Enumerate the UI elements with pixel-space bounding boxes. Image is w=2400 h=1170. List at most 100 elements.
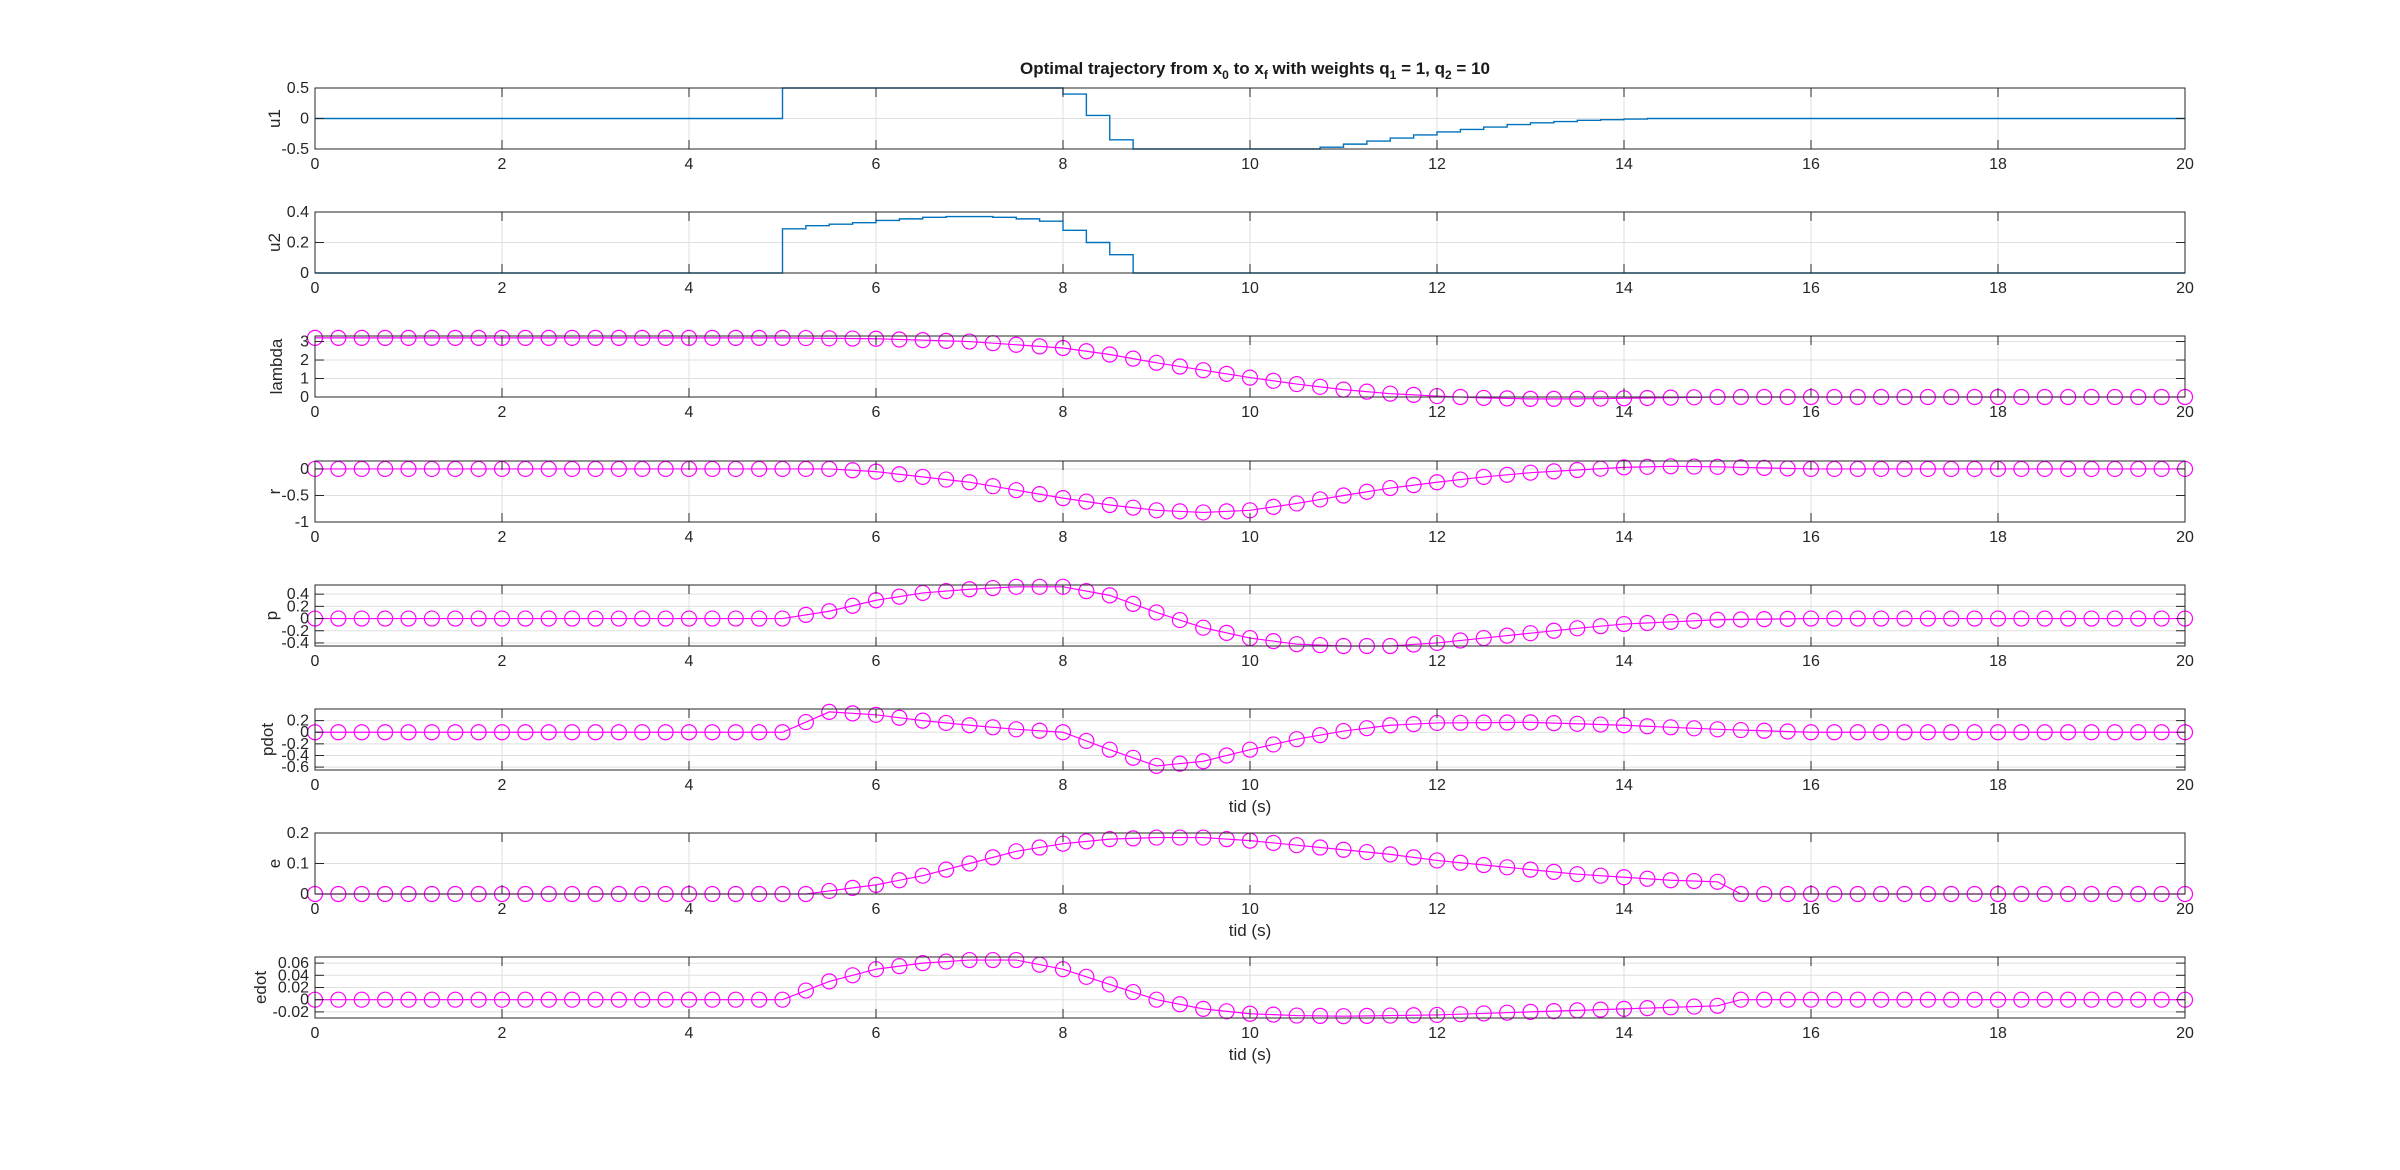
data-point [1826, 991, 1843, 1008]
data-point [1452, 632, 1469, 649]
data-point [2013, 724, 2030, 741]
data-point [1686, 998, 1703, 1015]
data-point [2106, 724, 2123, 741]
data-point [751, 329, 768, 346]
data-point [1662, 719, 1679, 736]
data-point [1639, 614, 1656, 632]
data-point [914, 867, 931, 884]
data-point [1358, 720, 1375, 737]
data-point [447, 724, 464, 741]
data-point [1241, 1005, 1259, 1022]
data-point [1802, 610, 1820, 627]
data-point [447, 991, 464, 1008]
x-tick-label: 14 [1615, 653, 1633, 670]
data-point [1288, 636, 1305, 653]
x-tick-label: 0 [311, 777, 320, 794]
x-tick-label: 18 [1989, 901, 2007, 918]
data-point [797, 329, 814, 347]
series-line [315, 836, 2185, 895]
data-point [1989, 610, 2007, 627]
data-point [1709, 997, 1726, 1014]
data-point [1896, 724, 1913, 741]
x-tick-label: 20 [2176, 1025, 2194, 1042]
x-tick-label: 6 [872, 653, 881, 670]
data-point [1732, 459, 1749, 476]
data-point [1545, 863, 1562, 880]
data-point [1101, 830, 1118, 848]
data-point [1662, 613, 1679, 631]
x-tick-label: 4 [685, 777, 694, 794]
x-tick-label: 18 [1989, 404, 2007, 421]
data-point [330, 991, 347, 1008]
data-point [423, 610, 440, 627]
data-point [891, 466, 908, 483]
x-tick-label: 4 [685, 653, 694, 670]
data-point [447, 329, 464, 346]
data-point [1709, 611, 1726, 628]
y-axis-label: edot [251, 971, 270, 1004]
data-point [1031, 578, 1048, 595]
data-point [1171, 503, 1188, 520]
x-tick-label: 14 [1615, 1025, 1633, 1042]
data-point [938, 861, 955, 878]
x-tick-label: 0 [311, 901, 320, 918]
data-point [774, 610, 791, 627]
data-point [938, 953, 955, 970]
data-point [844, 330, 861, 347]
data-point [2130, 610, 2147, 627]
data-point [2083, 991, 2100, 1008]
x-axis-label: tid (s) [1229, 921, 1272, 940]
data-point [1756, 722, 1773, 739]
x-tick-label: 4 [685, 1025, 694, 1042]
data-point [2130, 991, 2147, 1008]
data-point [961, 581, 978, 598]
data-point [1335, 722, 1352, 740]
data-point [423, 724, 440, 741]
data-point [1919, 991, 1936, 1008]
data-point [517, 991, 534, 1008]
x-tick-label: 8 [1059, 653, 1068, 670]
data-point [1732, 721, 1749, 739]
data-point [517, 610, 534, 627]
data-point [1171, 829, 1188, 846]
x-tick-label: 12 [1428, 901, 1446, 918]
y-tick-label: 0.2 [287, 713, 309, 730]
x-tick-label: 8 [1059, 777, 1068, 794]
data-point [1265, 736, 1282, 753]
data-point [821, 603, 838, 620]
data-point [2083, 610, 2100, 627]
data-point [493, 329, 511, 346]
data-point [1732, 991, 1749, 1008]
data-point [1499, 859, 1516, 876]
data-point [1195, 504, 1212, 521]
data-point [1569, 461, 1586, 479]
y-tick-label: 2 [300, 352, 309, 369]
data-point [1522, 464, 1539, 481]
y-tick-label: 0 [300, 992, 309, 1009]
x-tick-label: 0 [311, 1025, 320, 1042]
data-point [1615, 869, 1633, 886]
y-tick-label: -0.5 [281, 141, 309, 158]
data-point [1428, 1006, 1446, 1024]
series-line [315, 215, 2185, 274]
x-tick-label: 16 [1802, 777, 1820, 794]
x-tick-label: 0 [311, 653, 320, 670]
x-tick-label: 6 [872, 404, 881, 421]
data-point [493, 610, 511, 627]
x-tick-label: 10 [1241, 404, 1259, 421]
data-point [1382, 479, 1399, 497]
data-point [423, 329, 440, 346]
y-tick-label: -0.2 [281, 623, 309, 640]
x-tick-label: 6 [872, 280, 881, 297]
data-point [1966, 724, 1983, 741]
data-point [1101, 741, 1118, 758]
data-point [1452, 1006, 1469, 1023]
data-point [1569, 390, 1586, 407]
x-tick-label: 20 [2176, 653, 2194, 670]
data-point [1428, 634, 1446, 652]
data-point [2153, 610, 2170, 627]
data-point [377, 610, 394, 627]
data-point [914, 468, 931, 486]
data-point [2130, 724, 2147, 741]
data-point [1499, 390, 1516, 407]
